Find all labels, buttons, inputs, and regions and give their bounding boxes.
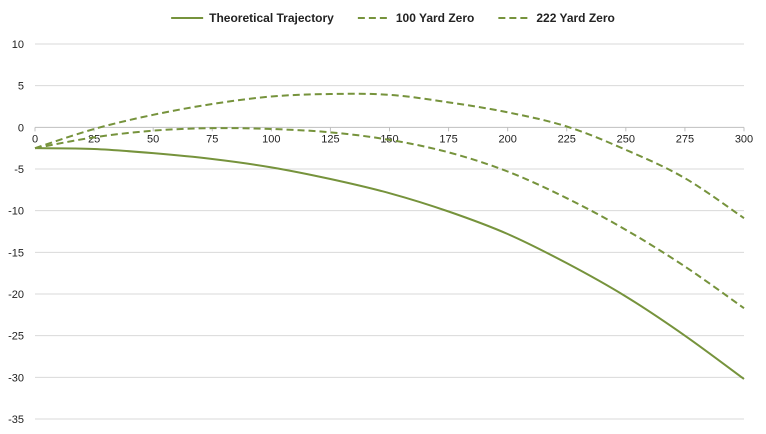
y-tick-label: -35: [8, 414, 24, 426]
series-line-222-yard-zero: [34, 92, 745, 219]
y-tick-label: -25: [8, 331, 24, 343]
y-tick-label: -20: [8, 289, 24, 301]
legend-label-222-yard-zero: 222 Yard Zero: [536, 11, 615, 25]
x-tick-label: 275: [676, 133, 694, 145]
legend-label-100-yard-zero: 100 Yard Zero: [396, 11, 475, 25]
x-tick-label: 50: [147, 133, 159, 145]
x-tick-label: 300: [735, 133, 753, 145]
y-tick-label: 10: [12, 39, 24, 51]
x-tick-label: 200: [498, 133, 516, 145]
y-tick-label: -10: [8, 206, 24, 218]
x-tick-label: 250: [617, 133, 635, 145]
x-tick-label: 225: [558, 133, 576, 145]
x-tick-label: 125: [321, 133, 339, 145]
y-tick-label: -15: [8, 247, 24, 259]
y-tick-label: 5: [18, 81, 24, 93]
y-tick-label: 0: [18, 122, 24, 134]
x-tick-label: 100: [262, 133, 280, 145]
series-line-theoretical-trajectory: [34, 147, 745, 380]
x-tick-label: 25: [88, 133, 100, 145]
series-layer: [34, 92, 745, 380]
y-tick-label: -5: [14, 164, 24, 176]
legend: Theoretical Trajectory 100 Yard Zero 222 Y…: [171, 11, 615, 25]
legend-label-theoretical-trajectory: Theoretical Trajectory: [209, 11, 334, 25]
x-tick-label: 0: [32, 133, 38, 145]
y-tick-label: -30: [8, 372, 24, 384]
grid-layer: [35, 43, 744, 420]
series-line-100-yard-zero: [34, 127, 745, 309]
x-tick-label: 175: [439, 133, 457, 145]
x-tick-label: 75: [206, 133, 218, 145]
